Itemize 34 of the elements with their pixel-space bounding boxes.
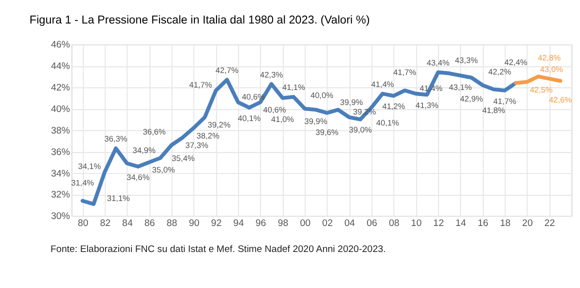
x-tick-label: 10	[411, 218, 422, 229]
x-tick-label: 14	[455, 218, 467, 229]
y-tick-label: 30%	[50, 211, 71, 222]
x-tick-label: 00	[300, 218, 311, 229]
x-tick-label: 12	[433, 218, 444, 229]
chart-title: Figura 1 - La Pressione Fiscale in Italia dal 1980 al 2023. (Valori %)	[30, 14, 370, 26]
y-tick-label: 42%	[50, 82, 71, 94]
x-tick-label: 86	[144, 218, 155, 229]
x-tick-label: 22	[544, 218, 555, 229]
y-tick-label: 32%	[50, 190, 71, 201]
x-tick-label: 02	[322, 218, 333, 229]
y-tick-label: 44%	[50, 61, 71, 72]
x-tick-label: 84	[122, 218, 134, 229]
x-tick-label: 18	[500, 218, 511, 229]
x-tick-label: 16	[478, 218, 488, 229]
x-tick-label: 94	[233, 218, 245, 229]
x-tick-label: 06	[366, 218, 378, 229]
x-tick-label: 96	[255, 218, 266, 229]
x-tick-label: 80	[78, 218, 88, 229]
y-tick-label: 40%	[50, 104, 71, 116]
y-tick-label: 34%	[50, 168, 71, 180]
x-tick-label: 98	[278, 218, 288, 229]
y-tick-label: 36%	[50, 146, 71, 158]
x-tick-label: 04	[344, 218, 356, 229]
x-tick-label: 88	[166, 218, 178, 229]
x-tick-label: 08	[388, 218, 400, 229]
x-tick-label: 90	[188, 218, 200, 229]
y-tick-label: 46%	[50, 40, 71, 51]
y-tick-label: 38%	[50, 125, 71, 136]
source-note: Fonte: Elaborazioni FNC su dati Istat e Mef. Stime Nadef 2020 Anni 2020-2023.	[50, 244, 386, 256]
x-tick-label: 20	[522, 218, 533, 229]
x-tick-label: 92	[211, 218, 222, 229]
x-tick-label: 82	[100, 218, 111, 229]
line-series	[514, 74, 562, 85]
